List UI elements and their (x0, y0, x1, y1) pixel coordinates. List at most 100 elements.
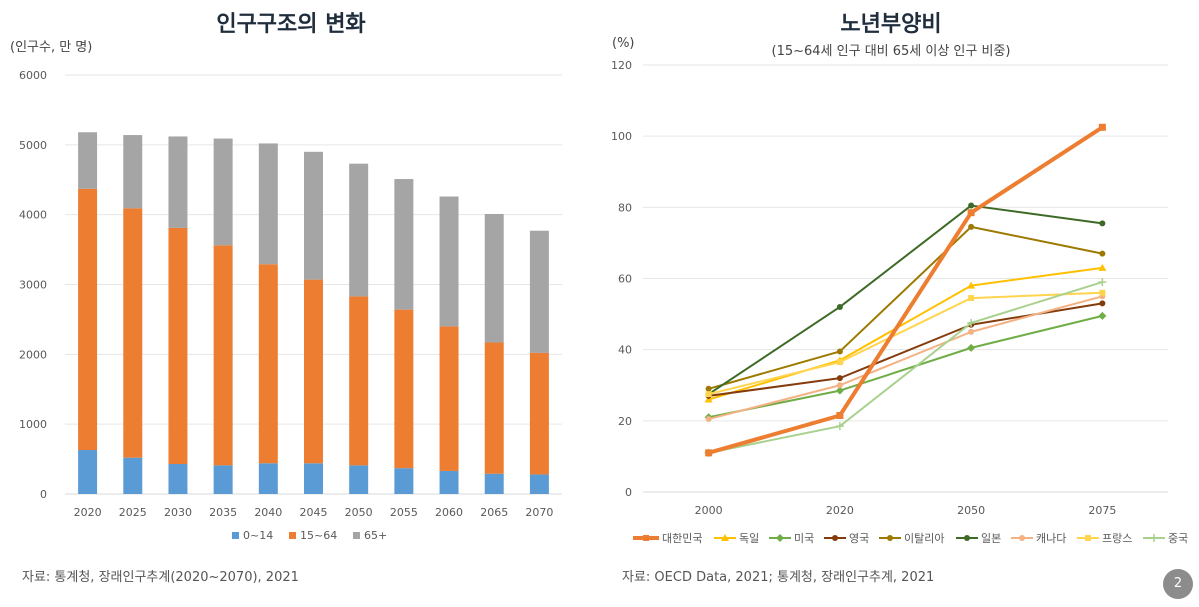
y-tick-label: 0 (40, 488, 47, 501)
bar-segment-15~64 (529, 352, 549, 475)
data-point-캐나다 (836, 382, 843, 389)
series-line-프랑스 (708, 291, 1103, 396)
legend-marker (721, 534, 729, 541)
x-tick-label: 2050 (345, 506, 373, 519)
data-point-일본 (836, 303, 843, 310)
data-point-일본 (968, 202, 975, 209)
line-chart-subtitle: (15~64세 인구 대비 65세 이상 인구 비중) (771, 44, 1011, 59)
legend-label: 중국 (1168, 532, 1188, 545)
bar-segment-65+ (349, 163, 369, 297)
y-tick-label: 100 (611, 130, 632, 143)
bar-segment-15~64 (439, 326, 459, 471)
series-line-일본 (708, 204, 1103, 395)
legend-label: 일본 (981, 531, 1001, 545)
line-chart-unit: (%) (612, 36, 635, 51)
bar-segment-65+ (529, 230, 549, 353)
legend-label: 독일 (739, 531, 759, 545)
x-tick-label: 2070 (525, 506, 553, 519)
bar-segment-0~14 (168, 463, 188, 494)
x-tick-label: 2030 (164, 506, 192, 519)
x-tick-label: 2040 (254, 506, 282, 519)
data-point-캐나다 (705, 416, 712, 423)
x-tick-label: 2020 (74, 506, 102, 519)
bar-segment-0~14 (439, 470, 459, 494)
y-tick-label: 6000 (19, 69, 47, 82)
legend-marker (887, 535, 893, 541)
data-point-독일 (967, 281, 976, 289)
bar-segment-65+ (258, 143, 278, 265)
legend-label: 이탈리아 (904, 532, 944, 545)
bar-segment-65+ (213, 138, 233, 246)
legend-label: 캐나다 (1036, 532, 1066, 545)
bar-segment-15~64 (258, 264, 278, 464)
legend-label: 65+ (364, 529, 387, 542)
bar-segment-65+ (484, 213, 504, 343)
y-tick-label: 20 (618, 415, 632, 428)
legend-label: 영국 (849, 532, 869, 545)
x-tick-label: 2060 (435, 506, 463, 519)
bar-segment-0~14 (349, 465, 369, 494)
data-point-이탈리아 (705, 385, 712, 392)
legend-swatch (232, 532, 239, 539)
bar-segment-0~14 (123, 457, 143, 494)
y-tick-label: 4000 (19, 209, 47, 222)
x-tick-label: 2065 (480, 506, 508, 519)
bar-segment-15~64 (123, 208, 143, 458)
legend-swatch (353, 532, 360, 539)
bar-chart-source: 자료: 통계청, 장래인구추계(2020~2070), 2021 (22, 570, 299, 585)
data-point-미국 (967, 343, 976, 352)
legend-label: 0~14 (243, 529, 273, 542)
series-line-대한민국 (708, 125, 1104, 455)
bar-segment-15~64 (484, 342, 504, 474)
y-tick-label: 0 (625, 486, 632, 499)
data-point-대한민국 (1098, 123, 1106, 131)
x-tick-label: 2045 (300, 506, 328, 519)
data-point-이탈리아 (1099, 250, 1106, 257)
legend-label: 미국 (794, 532, 814, 545)
series-line-이탈리아 (708, 225, 1103, 390)
legend-marker (776, 534, 784, 542)
y-tick-label: 80 (618, 201, 632, 214)
data-point-이탈리아 (968, 223, 975, 230)
y-tick-label: 120 (611, 59, 632, 72)
x-tick-label: 2050 (957, 504, 985, 517)
bar-segment-65+ (168, 136, 188, 228)
data-point-미국 (1098, 311, 1107, 320)
legend-marker (964, 535, 970, 541)
x-tick-label: 2075 (1088, 504, 1116, 517)
data-point-프랑스 (1099, 289, 1106, 296)
dependency-line-chart: 0 20 40 60 80 100 120 2000 2020 2050 2075 대한민국 독일 미국 영… (611, 59, 1188, 545)
bar-segment-65+ (394, 179, 414, 310)
bar-segment-0~14 (213, 465, 233, 494)
data-point-프랑스 (705, 391, 712, 398)
y-tick-label: 2000 (19, 348, 47, 361)
legend-marker (643, 535, 649, 541)
data-point-프랑스 (968, 295, 975, 302)
data-point-영국 (836, 375, 843, 382)
x-tick-label: 2000 (695, 504, 723, 517)
bar-segment-15~64 (168, 227, 188, 464)
data-point-영국 (1099, 300, 1106, 307)
data-point-독일 (1098, 263, 1107, 271)
legend-marker (1085, 535, 1091, 541)
series-line-중국 (708, 281, 1103, 454)
y-tick-label: 3000 (19, 279, 47, 292)
x-tick-label: 2025 (119, 506, 147, 519)
bar-segment-0~14 (304, 463, 323, 494)
bar-segment-15~64 (213, 245, 233, 466)
series-line-독일 (708, 266, 1103, 401)
line-chart-title: 노년부양비 (840, 12, 942, 37)
x-tick-label: 2020 (826, 504, 854, 517)
bar-segment-65+ (304, 151, 323, 280)
data-point-일본 (1099, 220, 1106, 227)
y-tick-label: 1000 (19, 418, 47, 431)
series-line-캐나다 (708, 295, 1103, 421)
y-tick-label: 60 (618, 273, 632, 286)
bar-segment-0~14 (394, 468, 414, 494)
legend-label: 15~64 (300, 529, 337, 542)
bar-chart-unit: (인구수, 만 명) (10, 40, 93, 55)
bar-chart-title: 인구구조의 변화 (216, 12, 366, 37)
page-number-badge: 2 (1163, 569, 1193, 599)
data-point-이탈리아 (836, 348, 843, 355)
bar-segment-65+ (123, 135, 143, 209)
